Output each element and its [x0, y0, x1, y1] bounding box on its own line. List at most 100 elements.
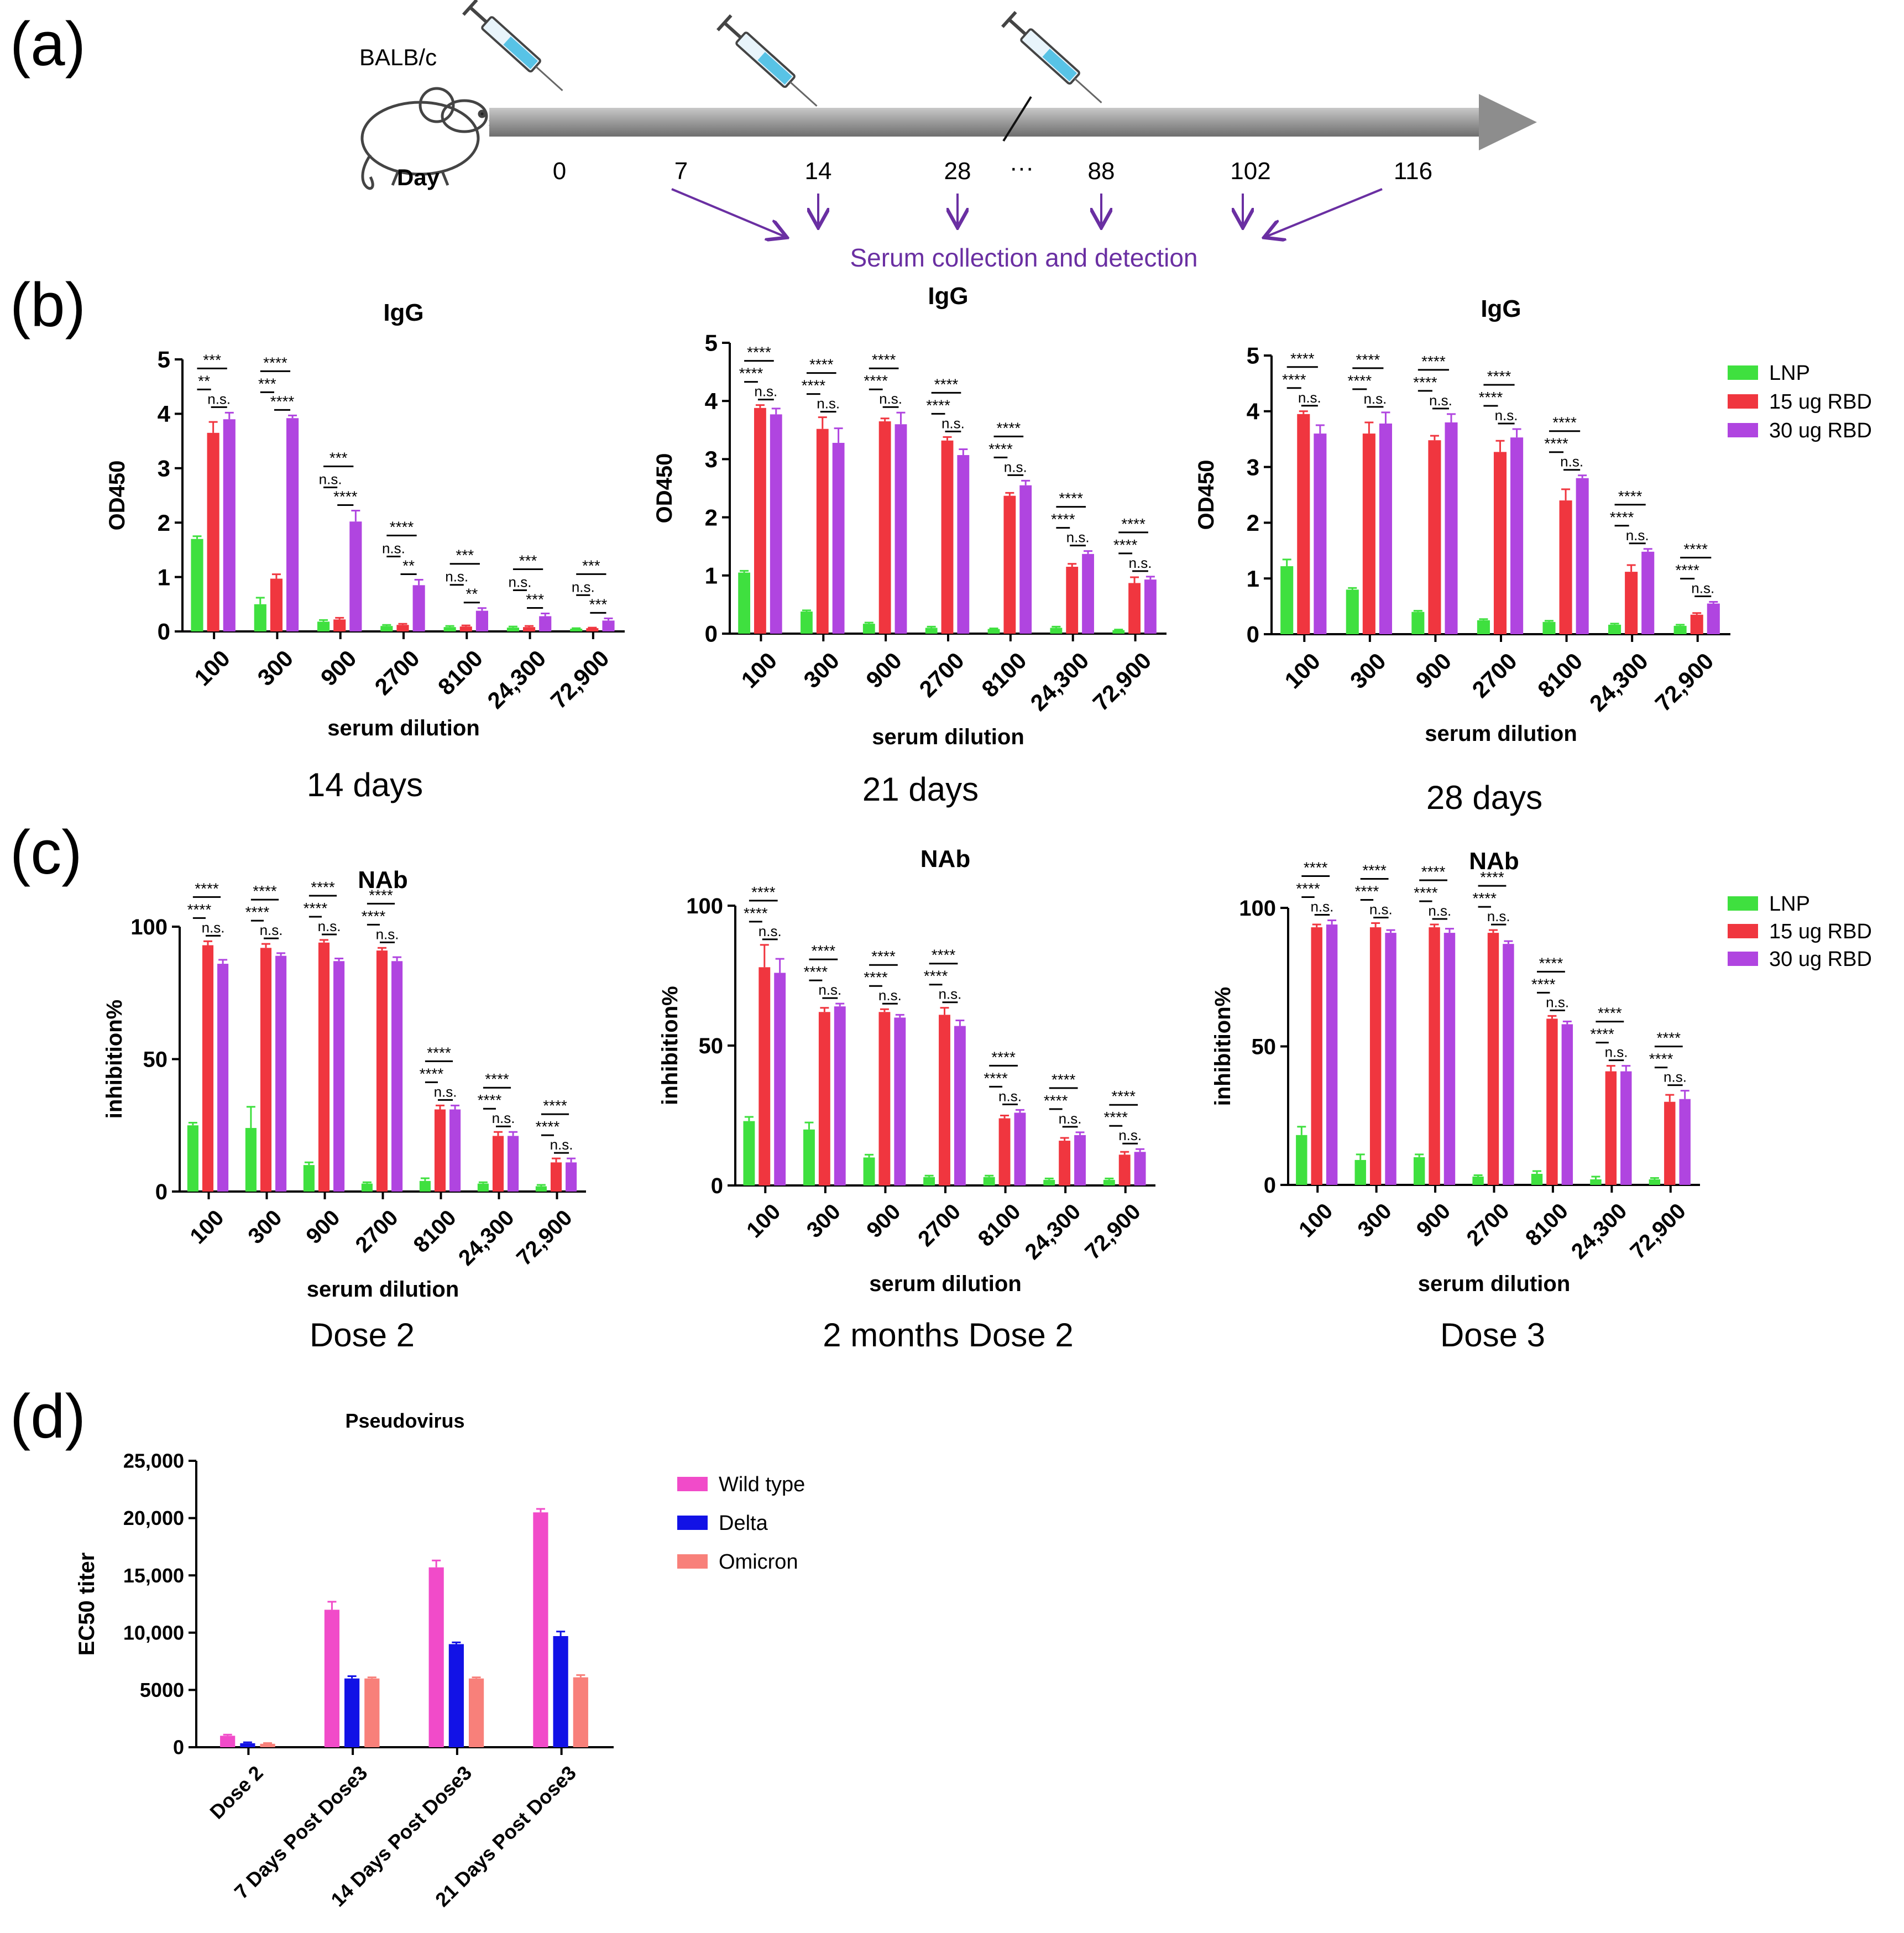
- bar-delta: [553, 1636, 568, 1747]
- bar-lnp: [570, 629, 583, 631]
- bar-lnp: [1112, 630, 1125, 634]
- y-tick-label: 0: [158, 619, 170, 645]
- bar-15-ug-rbd: [754, 408, 766, 634]
- significance-label: ****: [871, 948, 896, 965]
- syringe-handle: [1001, 11, 1017, 28]
- x-tick-label: 8100: [433, 645, 488, 700]
- significance-label: n.s.: [754, 383, 777, 400]
- significance-label: ***: [329, 450, 348, 467]
- day-label-88: 88: [1088, 158, 1115, 185]
- legend-swatch: [1728, 365, 1758, 380]
- significance-label: ****: [420, 1065, 444, 1082]
- y-tick-label: 0: [1247, 621, 1259, 647]
- bar-30-ug-rbd: [1314, 433, 1327, 634]
- bar-30-ug-rbd: [449, 1109, 461, 1192]
- significance-label: n.s.: [202, 919, 225, 936]
- significance-label: ****: [1598, 1005, 1622, 1022]
- bar-30-ug-rbd: [602, 620, 615, 631]
- bar-lnp: [1043, 1179, 1055, 1185]
- bar-15-ug-rbd: [939, 1015, 950, 1185]
- bar-30-ug-rbd: [1679, 1099, 1691, 1185]
- x-tick-label: 2700: [914, 647, 969, 702]
- bar-15-ug-rbd: [1362, 433, 1375, 634]
- bar-lnp: [862, 624, 875, 634]
- significance-label: ****: [304, 900, 328, 917]
- significance-label: n.s.: [1546, 994, 1569, 1010]
- bar-omicron: [468, 1678, 484, 1747]
- significance-label: n.s.: [818, 981, 841, 998]
- panel-d-label: (d): [10, 1382, 86, 1451]
- chart-b1: IgG012345OD450100*****n.s.300***********…: [105, 299, 625, 803]
- bar-15-ug-rbd: [998, 1118, 1011, 1185]
- bar-15-ug-rbd: [333, 619, 346, 631]
- chart-subtitle: 14 days: [307, 766, 423, 803]
- significance-label: ****: [478, 1091, 502, 1109]
- x-axis-label: serum dilution: [869, 1272, 1022, 1296]
- syringe-plunger: [1008, 18, 1027, 36]
- y-tick-label: 20,000: [123, 1507, 184, 1529]
- bar-30-ug-rbd: [1561, 1024, 1573, 1185]
- significance-label: ****: [751, 884, 776, 901]
- significance-label: ****: [390, 519, 414, 536]
- x-tick-label: 8100: [1532, 648, 1587, 703]
- bar-15-ug-rbd: [1625, 572, 1638, 634]
- serum-collection-text: Serum collection and detection: [850, 243, 1197, 272]
- bar-30-ug-rbd: [566, 1162, 577, 1192]
- bar-lnp: [1103, 1179, 1115, 1185]
- chart-title: IgG: [1481, 295, 1521, 322]
- significance-label: ****: [1649, 1051, 1673, 1068]
- day-label-7: 7: [674, 158, 688, 185]
- day-label-102: 102: [1230, 158, 1270, 185]
- x-tick-label: 8100: [1521, 1199, 1573, 1251]
- x-tick-label: 24,300: [482, 645, 551, 714]
- chart-c1: NAb050100inhibition%100********n.s.300**…: [102, 866, 586, 1354]
- x-tick-label: 72,900: [546, 645, 614, 714]
- bar-15-ug-rbd: [586, 628, 599, 631]
- syringe-liquid: [1042, 49, 1077, 82]
- bar-30-ug-rbd: [1326, 924, 1338, 1185]
- significance-label: ***: [526, 591, 544, 608]
- bar-lnp: [245, 1128, 257, 1192]
- significance-label: n.s.: [1310, 898, 1333, 915]
- bar-30-ug-rbd: [1379, 423, 1392, 634]
- y-tick-label: 5: [158, 347, 170, 373]
- bar-15-ug-rbd: [1428, 440, 1441, 634]
- x-tick-label: 300: [253, 645, 299, 691]
- bar-lnp: [863, 1157, 875, 1185]
- bar-30-ug-rbd: [1510, 437, 1524, 634]
- significance-label: ***: [582, 557, 600, 574]
- y-tick-label: 4: [1247, 399, 1260, 425]
- y-tick-label: 3: [705, 446, 718, 472]
- bar-15-ug-rbd: [1066, 567, 1079, 634]
- significance-label: n.s.: [260, 922, 283, 938]
- significance-label: ****: [1348, 372, 1372, 389]
- significance-label: n.s.: [550, 1136, 573, 1153]
- bar-lnp: [191, 539, 203, 631]
- legend-swatch: [1728, 394, 1758, 409]
- bar-30-ug-rbd: [333, 961, 345, 1192]
- significance-label: n.s.: [759, 923, 782, 939]
- x-tick-label: 8100: [974, 1199, 1026, 1251]
- bar-15-ug-rbd: [1690, 614, 1703, 634]
- chart-title: NAb: [920, 845, 970, 873]
- bar-lnp: [738, 572, 751, 634]
- significance-label: n.s.: [1129, 555, 1152, 571]
- x-tick-label: 900: [1411, 648, 1457, 694]
- bar-30-ug-rbd: [954, 1026, 966, 1185]
- y-tick-label: 3: [158, 456, 170, 482]
- syringe-needle: [789, 81, 818, 107]
- significance-label: ***: [519, 552, 537, 570]
- bar-30-ug-rbd: [1620, 1071, 1632, 1185]
- bar-30-ug-rbd: [1019, 485, 1032, 634]
- collection-arrows: [671, 188, 1383, 237]
- bar-30-ug-rbd: [539, 616, 552, 631]
- bar-wild-type: [220, 1736, 236, 1747]
- chart-title: Pseudovirus: [345, 1409, 464, 1432]
- y-tick-label: 0: [705, 621, 718, 647]
- bar-lnp: [1472, 1176, 1484, 1185]
- significance-label: n.s.: [1004, 458, 1027, 475]
- timeline-arrow: [489, 94, 1537, 150]
- bar-30-ug-rbd: [774, 973, 786, 1185]
- legend-swatch: [1728, 896, 1758, 911]
- significance-label: ****: [1052, 1071, 1076, 1088]
